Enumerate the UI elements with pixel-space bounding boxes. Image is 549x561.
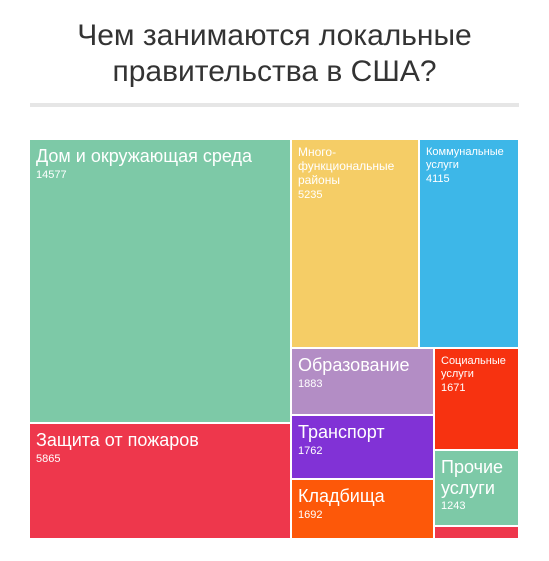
tile-name: Социальные услуги — [441, 355, 506, 380]
tile-label: Кладбища 1692 — [298, 486, 429, 521]
tile-value: 5235 — [298, 189, 323, 202]
tile-name: Дом и окружающая среда — [36, 146, 252, 166]
chart-title: Чем занимаются локальные правительства в… — [77, 19, 472, 88]
treemap-tile: Защита от пожаров 5865 — [30, 424, 292, 540]
treemap-tile: Социальные услуги 1671 — [435, 349, 520, 451]
title-divider — [30, 103, 519, 107]
tile-label: Защита от пожаров 5865 — [36, 430, 286, 465]
tile-name: Коммунальные услуги — [426, 146, 504, 171]
treemap-tile — [435, 527, 520, 540]
tile-label: Коммунальные услуги 4115 — [426, 146, 514, 186]
treemap-tile: Образование 1883 — [292, 349, 435, 416]
tile-label: Транспорт 1762 — [298, 422, 429, 457]
tile-label: Образование 1883 — [298, 355, 429, 390]
tile-value: 1762 — [298, 444, 323, 457]
tile-value: 1671 — [441, 382, 466, 395]
tile-name: Защита от пожаров — [36, 430, 199, 450]
treemap-tile: Кладбища 1692 — [292, 480, 435, 540]
treemap-tile: Прочие услуги 1243 — [435, 451, 520, 527]
tile-value: 5865 — [36, 452, 61, 465]
treemap-tile: Коммунальные услуги 4115 — [420, 140, 520, 349]
tile-name: Много-функциональные районы — [298, 145, 395, 187]
treemap-tile: Много-функциональные районы 5235 — [292, 140, 420, 349]
tile-value: 4115 — [426, 173, 450, 186]
tile-label: Много-функциональные районы 5235 — [298, 145, 414, 202]
tile-name: Транспорт — [298, 422, 385, 442]
tile-label: Дом и окружающая среда 14577 — [36, 146, 286, 181]
tile-value: 1243 — [441, 500, 466, 513]
tile-label: Социальные услуги 1671 — [441, 355, 514, 395]
treemap-tile: Транспорт 1762 — [292, 416, 435, 480]
tile-label: Прочие услуги 1243 — [441, 457, 514, 513]
tile-value: 1692 — [298, 508, 323, 521]
tile-value: 1883 — [298, 377, 323, 390]
tile-name: Образование — [298, 355, 410, 375]
tile-value: 14577 — [36, 168, 67, 181]
treemap-tile: Дом и окружающая среда 14577 — [30, 140, 292, 424]
tile-name: Прочие услуги — [441, 457, 504, 498]
tile-name: Кладбища — [298, 486, 385, 506]
